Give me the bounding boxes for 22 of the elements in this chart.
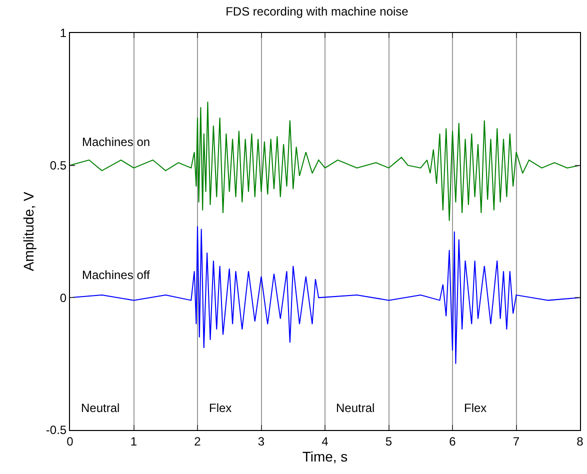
y-tick-label: 0.5 xyxy=(50,158,67,173)
line-series xyxy=(70,101,580,222)
chart-title: FDS recording with machine noise xyxy=(226,4,409,19)
annotation: Neutral xyxy=(336,401,375,415)
x-axis-title: Time, s xyxy=(302,448,348,464)
x-tick-label: 6 xyxy=(449,434,456,448)
x-tick-label: 3 xyxy=(258,434,265,448)
y-tick-label: 1 xyxy=(60,26,67,40)
annotation: Neutral xyxy=(81,401,120,415)
x-tick-label: 7 xyxy=(512,434,520,448)
x-tick-label: 1 xyxy=(130,434,138,448)
y-axis-title: Amplitude, V xyxy=(20,191,37,272)
series-label: Machines on xyxy=(82,135,150,149)
x-tick-label: 8 xyxy=(576,434,584,448)
x-tick-label: 5 xyxy=(385,434,392,448)
series-label: Machines off xyxy=(82,268,150,282)
annotation: Flex xyxy=(209,401,232,415)
y-tick-label: 0 xyxy=(60,290,67,305)
x-tick-label: 2 xyxy=(194,434,202,448)
annotation: Flex xyxy=(464,401,487,415)
x-tick-label: 4 xyxy=(322,434,329,448)
y-tick-label: -0.5 xyxy=(46,423,67,438)
